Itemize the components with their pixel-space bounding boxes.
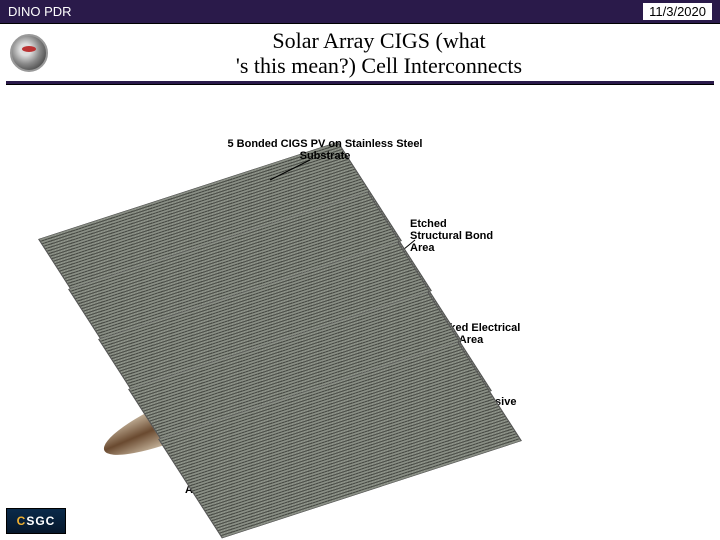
footer-logo-text: SGC [26, 514, 55, 528]
solar-array-diagram: 5 Bonded CIGS PV on Stainless Steel Subs… [10, 100, 510, 500]
title-line-2: 's this mean?) Cell Interconnects [236, 53, 522, 78]
title-line-1: Solar Array CIGS (what [272, 28, 485, 53]
csgc-logo-icon: CSGC [6, 508, 66, 534]
title-row: Solar Array CIGS (what 's this mean?) Ce… [0, 24, 720, 81]
label-top: 5 Bonded CIGS PV on Stainless Steel Subs… [220, 138, 430, 162]
header-bar: DINO PDR 11/3/2020 [0, 0, 720, 24]
header-date: 11/3/2020 [643, 3, 712, 20]
header-project: DINO PDR [8, 4, 72, 19]
page-title: Solar Array CIGS (what 's this mean?) Ce… [48, 28, 710, 79]
title-divider [6, 81, 714, 85]
mission-logo-icon [10, 34, 48, 72]
cigs-panel [190, 340, 490, 540]
